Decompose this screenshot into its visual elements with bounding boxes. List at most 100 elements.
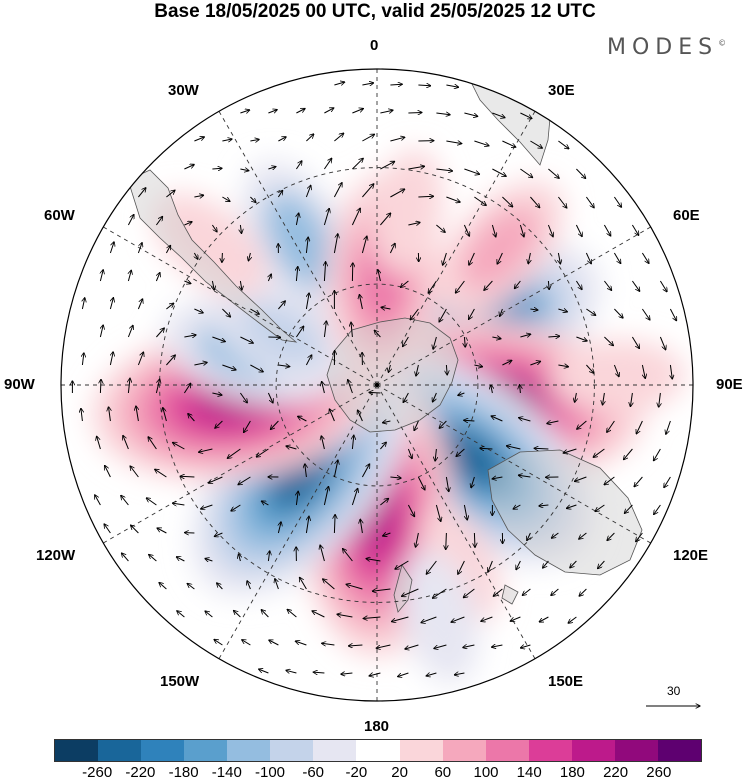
wind-vector [522, 588, 531, 595]
wind-vector [337, 614, 353, 617]
wind-vector [432, 588, 447, 598]
wind-vector [493, 588, 503, 596]
wind-vector [296, 109, 305, 114]
wind-vector [296, 267, 297, 282]
wind-vector [463, 504, 467, 520]
wind-vector [222, 139, 232, 141]
wind-vector [383, 533, 391, 536]
wind-vector [613, 364, 619, 377]
wind-vector [100, 379, 101, 394]
wind-vector [267, 392, 273, 403]
anomaly-contour [435, 427, 506, 489]
wind-vector [295, 161, 302, 170]
colorbar-swatch [141, 740, 185, 761]
wind-vector [659, 336, 665, 350]
wind-vector [416, 532, 419, 547]
colorbar-swatch [55, 740, 99, 761]
wind-vector [446, 532, 447, 550]
wind-vector [110, 298, 113, 310]
wind-vector [137, 243, 142, 254]
wind-vector [322, 381, 325, 394]
wind-vector [362, 134, 374, 142]
wind-vector [456, 448, 465, 456]
wind-vector [436, 113, 450, 115]
lon-label-120e: 120E [673, 547, 709, 564]
wind-vector [128, 378, 130, 394]
wind-vector [654, 504, 661, 515]
lon-label-30w: 30W [168, 82, 199, 99]
lon-label-150e: 150E [548, 673, 584, 690]
wind-vector [231, 504, 241, 511]
wind-vector [380, 442, 386, 450]
wind-vector [630, 392, 632, 407]
wind-vector [333, 234, 338, 254]
wind-vector [390, 189, 404, 198]
wind-vector [418, 85, 430, 86]
wind-vector [324, 262, 325, 282]
wind-vector [295, 641, 307, 646]
wind-vector [598, 560, 605, 569]
wind-vector [222, 252, 223, 262]
wind-vector [250, 139, 259, 141]
wind-vector [585, 252, 591, 264]
wind-vector [417, 476, 425, 490]
wind-vector [240, 169, 249, 171]
wind-vector [286, 446, 297, 449]
wind-vector [163, 408, 167, 422]
wind-vector [613, 196, 621, 207]
wind-vector [300, 577, 307, 590]
wind-vector [194, 308, 203, 313]
wind-vector [439, 308, 447, 322]
wind-vector [491, 224, 495, 237]
wind-vector [464, 112, 477, 116]
wind-vector [270, 420, 279, 430]
colorbar-tick-label: 140 [516, 764, 542, 781]
wind-vector [513, 504, 521, 509]
wind-vector [558, 252, 560, 264]
wind-vector [455, 280, 465, 293]
wind-vector [593, 448, 605, 457]
wind-vector [380, 213, 390, 226]
wind-vector [454, 673, 465, 675]
wind-vector [363, 617, 381, 619]
wind-vector [530, 140, 542, 148]
wind-vector [664, 476, 671, 488]
colorbar-swatch [442, 740, 486, 761]
wind-vector [323, 208, 329, 226]
wind-vector [381, 307, 391, 309]
wind-vector [446, 364, 447, 375]
wind-vector [306, 134, 313, 142]
wind-vector [261, 501, 269, 505]
wind-vector [352, 435, 353, 450]
wind-vector [390, 477, 401, 478]
wind-vector [240, 224, 241, 234]
wind-vector [104, 524, 111, 534]
colorbar-tick-label: -60 [302, 764, 325, 781]
anomaly-contour [269, 441, 332, 511]
anomaly-contour [371, 148, 444, 276]
wind-vector [269, 640, 279, 646]
wind-vector [390, 84, 402, 85]
antarctica-landmass [326, 317, 459, 433]
wind-vector [137, 352, 143, 366]
colorbar-swatch [98, 740, 142, 761]
wind-vector [109, 242, 114, 254]
wind-vector [380, 110, 393, 113]
wind-vector [201, 504, 213, 509]
wind-vector [383, 421, 391, 423]
wind-vector [82, 298, 84, 310]
wind-vector [361, 464, 369, 478]
wind-vector [194, 195, 203, 197]
wind-vector [324, 321, 326, 338]
wind-vector [234, 611, 241, 618]
wind-vector [378, 270, 381, 282]
wind-vector [351, 322, 352, 338]
south-america-landmass [127, 169, 298, 343]
wind-vector [604, 476, 615, 485]
wind-vector [481, 616, 493, 621]
wind-vector [510, 616, 521, 621]
wind-vector [435, 504, 440, 522]
wind-vector [333, 460, 338, 478]
wind-vector [607, 420, 615, 432]
wind-vector [636, 420, 643, 434]
